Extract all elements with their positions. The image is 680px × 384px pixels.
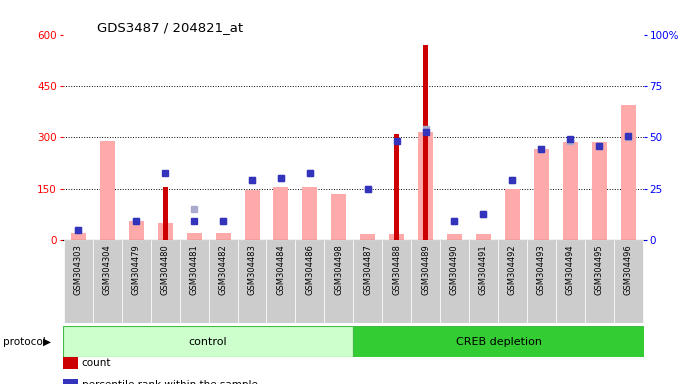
Text: GSM304479: GSM304479 [132, 244, 141, 295]
Bar [423, 45, 428, 240]
Text: GSM304303: GSM304303 [74, 244, 83, 295]
Bar [163, 187, 168, 240]
Bar [273, 187, 288, 240]
Text: GSM304484: GSM304484 [277, 244, 286, 295]
Bar [498, 240, 527, 323]
Text: GSM304486: GSM304486 [305, 244, 314, 295]
Bar [122, 240, 151, 323]
Text: GSM304304: GSM304304 [103, 244, 112, 295]
Bar [100, 141, 115, 240]
Bar [186, 233, 202, 240]
Bar [418, 132, 433, 240]
Text: GSM304483: GSM304483 [248, 244, 256, 295]
Text: GSM304496: GSM304496 [624, 244, 632, 295]
Bar [158, 223, 173, 240]
Bar [534, 149, 549, 240]
Text: GSM304490: GSM304490 [450, 244, 459, 295]
Bar [93, 240, 122, 323]
Text: GSM304480: GSM304480 [160, 244, 170, 295]
Bar [151, 240, 180, 323]
Text: GSM304495: GSM304495 [594, 244, 604, 295]
Bar [411, 240, 440, 323]
Text: GSM304491: GSM304491 [479, 244, 488, 295]
Text: GSM304493: GSM304493 [537, 244, 546, 295]
Bar [621, 105, 636, 240]
Bar [63, 326, 353, 357]
Bar [209, 240, 237, 323]
Bar [527, 240, 556, 323]
Bar [440, 240, 469, 323]
Bar [353, 240, 382, 323]
Bar [389, 234, 404, 240]
Bar [64, 240, 93, 323]
Text: GSM304488: GSM304488 [392, 244, 401, 295]
Text: GSM304482: GSM304482 [218, 244, 228, 295]
Bar [353, 326, 644, 357]
Bar [562, 142, 578, 240]
Text: control: control [188, 337, 227, 347]
Text: ▶: ▶ [43, 337, 51, 347]
Bar [585, 240, 613, 323]
Bar [447, 234, 462, 240]
Bar [245, 190, 260, 240]
Bar [476, 234, 491, 240]
Bar [129, 221, 144, 240]
Bar [267, 240, 295, 323]
Text: GSM304494: GSM304494 [566, 244, 575, 295]
Text: percentile rank within the sample: percentile rank within the sample [82, 380, 258, 384]
Text: protocol: protocol [3, 337, 46, 347]
Bar [394, 134, 399, 240]
Bar [613, 240, 643, 323]
Bar [469, 240, 498, 323]
Bar [382, 240, 411, 323]
Bar [592, 142, 607, 240]
Bar [556, 240, 585, 323]
Bar [180, 240, 209, 323]
Bar [324, 240, 353, 323]
Bar [71, 233, 86, 240]
Bar [295, 240, 324, 323]
Bar [237, 240, 267, 323]
Text: GDS3487 / 204821_at: GDS3487 / 204821_at [97, 21, 243, 34]
Text: GSM304487: GSM304487 [363, 244, 372, 295]
Text: GSM304492: GSM304492 [508, 244, 517, 295]
Text: GSM304489: GSM304489 [421, 244, 430, 295]
Bar [331, 194, 346, 240]
Text: GSM304481: GSM304481 [190, 244, 199, 295]
Bar [505, 189, 520, 240]
Bar [216, 233, 231, 240]
Text: CREB depletion: CREB depletion [456, 337, 541, 347]
Text: GSM304498: GSM304498 [335, 244, 343, 295]
Bar [303, 187, 318, 240]
Text: count: count [82, 358, 111, 368]
Bar [360, 234, 375, 240]
